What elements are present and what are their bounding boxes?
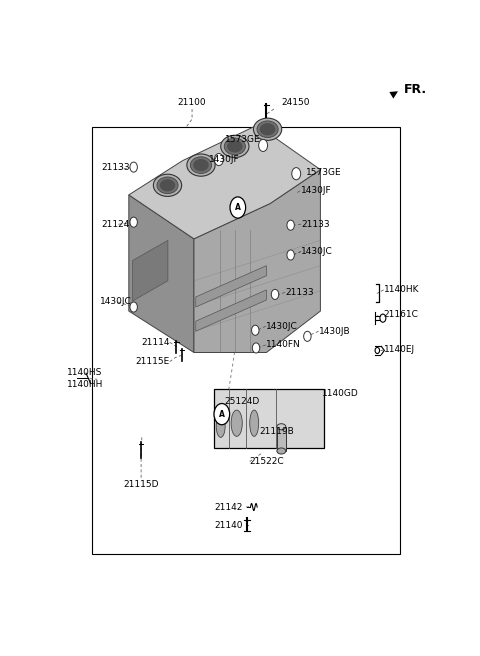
- Text: 21119B: 21119B: [259, 427, 294, 436]
- Text: 21133: 21133: [101, 163, 130, 172]
- Polygon shape: [196, 266, 266, 307]
- Text: 21133: 21133: [285, 288, 314, 297]
- Text: 24150: 24150: [281, 98, 310, 106]
- Text: 1430JB: 1430JB: [319, 327, 350, 336]
- Circle shape: [271, 289, 279, 299]
- Circle shape: [252, 343, 260, 353]
- Ellipse shape: [160, 179, 175, 192]
- Text: 1430JC: 1430JC: [266, 321, 298, 331]
- Bar: [92, 127, 400, 554]
- Ellipse shape: [277, 448, 286, 454]
- Circle shape: [375, 348, 380, 354]
- Text: 1140FN: 1140FN: [266, 340, 300, 350]
- Text: 1573GE: 1573GE: [225, 135, 260, 144]
- Circle shape: [214, 403, 229, 424]
- Circle shape: [130, 217, 137, 227]
- Circle shape: [380, 314, 386, 322]
- Circle shape: [292, 168, 300, 180]
- Ellipse shape: [191, 157, 212, 173]
- Circle shape: [287, 220, 294, 230]
- Circle shape: [252, 325, 259, 335]
- Text: 1430JC: 1430JC: [100, 297, 132, 306]
- Ellipse shape: [224, 138, 245, 155]
- Circle shape: [130, 162, 137, 172]
- Text: 21115D: 21115D: [123, 480, 159, 489]
- Bar: [215, 389, 324, 449]
- Text: 21115E: 21115E: [135, 357, 170, 366]
- Text: 21100: 21100: [178, 98, 206, 106]
- Polygon shape: [132, 240, 168, 301]
- Circle shape: [287, 250, 294, 260]
- Text: 1430JC: 1430JC: [301, 247, 333, 256]
- Circle shape: [304, 331, 311, 341]
- Ellipse shape: [277, 424, 286, 430]
- Polygon shape: [129, 125, 321, 239]
- Text: 1140GD: 1140GD: [322, 389, 359, 398]
- Circle shape: [259, 139, 267, 152]
- Text: A: A: [235, 203, 241, 212]
- Text: 1140EJ: 1140EJ: [384, 346, 415, 354]
- Text: 1140HH: 1140HH: [67, 380, 104, 389]
- Text: 21140: 21140: [215, 522, 243, 530]
- Text: 1430JF: 1430JF: [209, 155, 240, 164]
- Bar: [277, 427, 286, 451]
- Ellipse shape: [227, 140, 242, 152]
- Text: 21124: 21124: [101, 220, 129, 229]
- Text: 1430JF: 1430JF: [301, 186, 332, 195]
- Ellipse shape: [260, 123, 276, 135]
- Ellipse shape: [187, 154, 215, 176]
- Text: A: A: [219, 409, 225, 419]
- Circle shape: [130, 302, 137, 312]
- Text: 21133: 21133: [301, 220, 330, 229]
- Ellipse shape: [157, 177, 178, 194]
- Ellipse shape: [231, 410, 242, 436]
- Text: 21161C: 21161C: [384, 310, 419, 319]
- Text: 21114: 21114: [141, 338, 170, 347]
- Text: 25124D: 25124D: [225, 398, 260, 407]
- Polygon shape: [194, 170, 321, 352]
- Ellipse shape: [221, 135, 249, 157]
- Text: 1140HS: 1140HS: [67, 368, 103, 377]
- Text: 1573GE: 1573GE: [305, 168, 341, 176]
- Ellipse shape: [216, 415, 225, 438]
- Text: 21142: 21142: [215, 502, 243, 512]
- Text: 1140HK: 1140HK: [384, 285, 419, 295]
- Circle shape: [230, 197, 246, 218]
- Ellipse shape: [253, 118, 282, 140]
- Text: 21522C: 21522C: [250, 457, 284, 466]
- Circle shape: [215, 154, 223, 165]
- Ellipse shape: [154, 174, 181, 196]
- Polygon shape: [196, 290, 266, 331]
- Ellipse shape: [250, 410, 259, 436]
- Polygon shape: [129, 195, 194, 352]
- Text: FR.: FR.: [404, 83, 427, 96]
- Ellipse shape: [257, 121, 278, 138]
- Ellipse shape: [193, 159, 209, 171]
